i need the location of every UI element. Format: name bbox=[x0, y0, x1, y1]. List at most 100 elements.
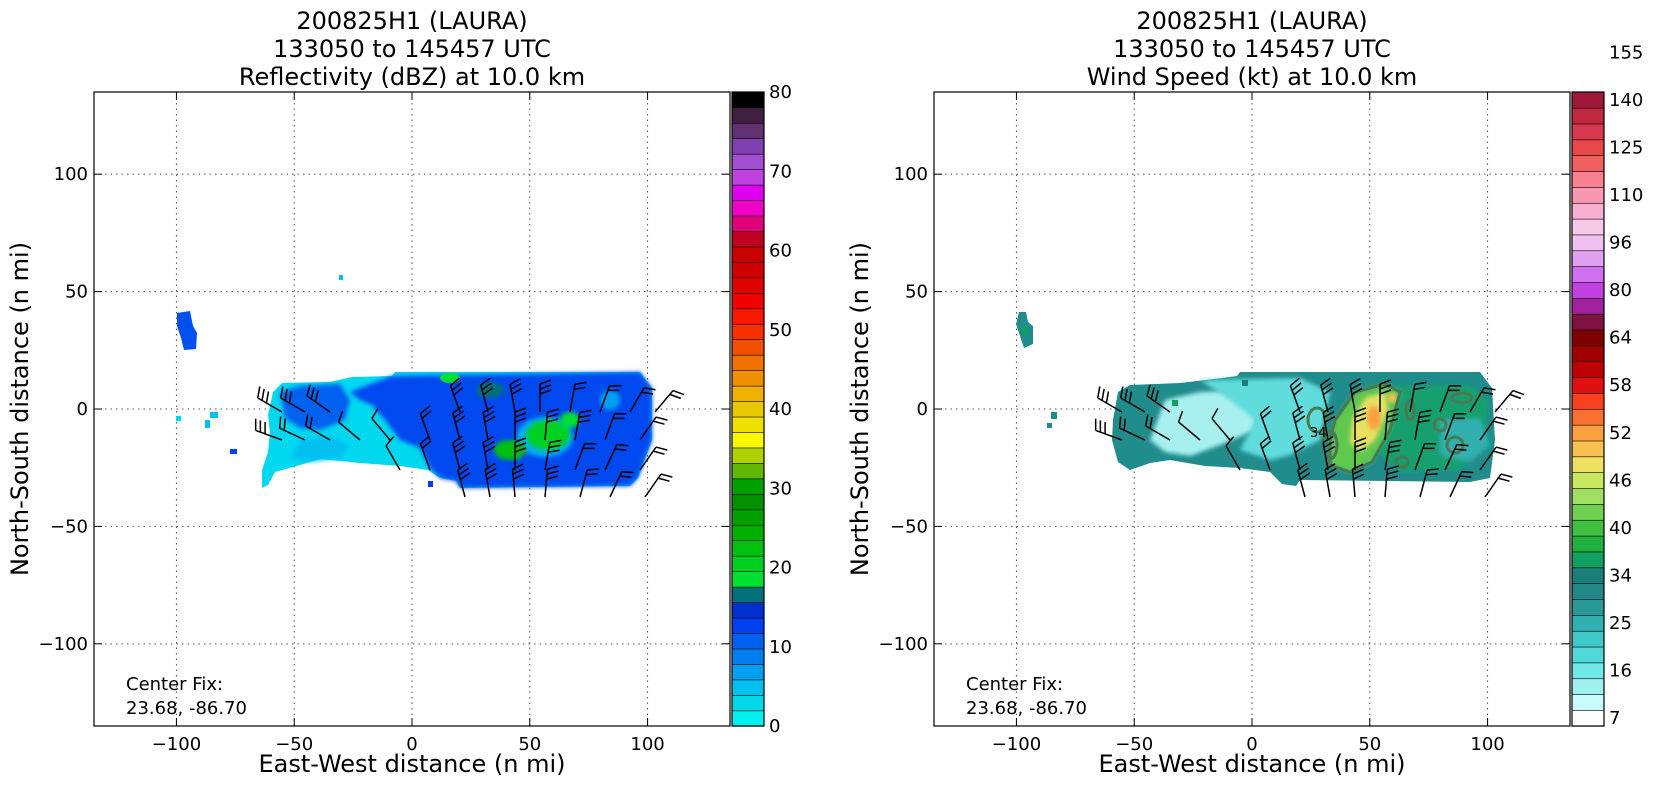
reflectivity-band-cyan-west bbox=[290, 436, 350, 462]
reflectivity-colorbar-bin bbox=[731, 138, 765, 155]
wind-speed-panel: 200825H1 (LAURA) 133050 to 145457 UTC Wi… bbox=[846, 7, 1643, 778]
wind-barb bbox=[1322, 435, 1336, 471]
wind-barb bbox=[449, 377, 464, 413]
wind-barb bbox=[1484, 473, 1513, 498]
wind-colorbar-label: 110 bbox=[1609, 185, 1643, 206]
wind-barb bbox=[574, 442, 597, 471]
wind-colorbar-bin bbox=[1571, 583, 1605, 600]
wind-colorbar-label: 155 bbox=[1609, 42, 1643, 63]
wind-barb bbox=[1409, 381, 1427, 413]
wind-barb bbox=[1177, 410, 1201, 441]
wind-center-fix-label: Center Fix: bbox=[966, 674, 1063, 695]
wind-barb bbox=[306, 384, 331, 413]
reflectivity-colorbar-bin bbox=[731, 679, 765, 696]
wind-colorbar-bin bbox=[1571, 313, 1605, 331]
reflectivity-colorbar-bin bbox=[731, 617, 765, 634]
reflectivity-core-4 bbox=[560, 412, 580, 428]
wind-barb bbox=[1320, 377, 1334, 413]
wind-colorbar-bin bbox=[1571, 266, 1605, 283]
reflectivity-colorbar-bin bbox=[731, 632, 765, 650]
reflectivity-gridlines bbox=[94, 92, 730, 726]
wind-barb bbox=[609, 470, 634, 498]
wind-xlabel: East-West distance (n mi) bbox=[1098, 750, 1405, 778]
wind-barb bbox=[452, 435, 466, 471]
wind-barb bbox=[604, 443, 629, 471]
wind-title-line-3: Wind Speed (kt) at 10.0 km bbox=[1087, 63, 1418, 91]
wind-barb bbox=[1349, 377, 1363, 413]
wind-colorbar-bin bbox=[1571, 329, 1605, 347]
reflectivity-colorbar-bin bbox=[731, 215, 765, 232]
wind-colorbar-bin bbox=[1571, 392, 1605, 410]
wind-barb bbox=[337, 410, 361, 441]
wind-wind-barbs bbox=[1094, 377, 1525, 498]
wind-colorbar-bin bbox=[1571, 361, 1605, 378]
reflectivity-colorbar-bin bbox=[731, 493, 765, 511]
wind-xtick-label: 50 bbox=[1358, 734, 1381, 755]
reflectivity-colorbar-bin bbox=[731, 323, 765, 341]
reflectivity-colorbar-bin bbox=[731, 462, 765, 480]
wind-ylabel: North-South distance (n mi) bbox=[846, 242, 874, 576]
wind-colorbar-bin bbox=[1571, 424, 1605, 442]
reflectivity-colorbar-bin bbox=[731, 122, 765, 139]
wind-colorbar-label: 25 bbox=[1609, 613, 1632, 634]
wind-barb bbox=[1469, 387, 1496, 413]
wind-barb bbox=[1439, 384, 1462, 413]
wind-barb bbox=[1354, 407, 1367, 440]
wind-barb bbox=[604, 412, 627, 441]
wind-colorbar-label: 16 bbox=[1609, 661, 1632, 682]
reflectivity-band-blue-west bbox=[280, 384, 350, 430]
wind-barb bbox=[1384, 465, 1399, 498]
wind-colorbar-bin bbox=[1571, 614, 1605, 632]
wind-colorbar-bin bbox=[1571, 630, 1605, 648]
wind-echo-1 bbox=[1051, 412, 1057, 419]
wind-contour-label: 34 bbox=[1310, 426, 1327, 441]
wind-echo-4 bbox=[1172, 400, 1178, 406]
wind-colorbar-bin bbox=[1571, 281, 1605, 299]
wind-colorbar-bin bbox=[1571, 234, 1605, 252]
reflectivity-xtick-label: −100 bbox=[152, 734, 201, 755]
wind-nw-cell-core bbox=[1022, 325, 1027, 335]
wind-barb bbox=[1297, 462, 1311, 498]
reflectivity-colorbar-bin bbox=[731, 447, 765, 464]
wind-barb bbox=[539, 379, 552, 412]
wind-barb bbox=[484, 462, 498, 498]
wind-colorbar-bin bbox=[1571, 567, 1605, 584]
wind-ytick-label: 0 bbox=[917, 399, 928, 420]
wind-barb bbox=[1384, 408, 1399, 441]
reflectivity-colorbar-bin bbox=[731, 663, 765, 681]
wind-barb bbox=[1145, 414, 1171, 441]
wind-barb bbox=[639, 446, 668, 471]
wind-barb bbox=[1354, 437, 1367, 470]
reflectivity-colorbar-bin bbox=[731, 199, 765, 217]
reflectivity-colorbar-bin bbox=[731, 571, 765, 588]
wind-barb bbox=[514, 437, 527, 470]
wind-barb bbox=[1259, 405, 1272, 441]
wind-barb bbox=[482, 405, 496, 441]
wind-echo-2 bbox=[1047, 423, 1052, 428]
wind-colorbar-bin bbox=[1571, 170, 1605, 188]
reflectivity-colorbar-bin bbox=[731, 540, 765, 557]
reflectivity-colorbar-bin bbox=[731, 648, 765, 665]
wind-jet-orange bbox=[1367, 406, 1381, 430]
reflectivity-xtick-label: 0 bbox=[406, 734, 417, 755]
wind-barb bbox=[1292, 405, 1306, 441]
reflectivity-colorbar-bin bbox=[731, 277, 765, 294]
reflectivity-ytick-label: −50 bbox=[50, 516, 88, 537]
reflectivity-echo-1 bbox=[339, 275, 343, 280]
wind-colorbar-label: 140 bbox=[1609, 90, 1643, 111]
wind-colorbar-bin bbox=[1571, 519, 1605, 537]
reflectivity-echo-6 bbox=[428, 481, 433, 487]
reflectivity-colorbar-bin bbox=[731, 694, 765, 712]
reflectivity-colorbar-frame bbox=[731, 91, 765, 727]
wind-gridlines bbox=[934, 92, 1570, 726]
reflectivity-colorbar-bin bbox=[731, 400, 765, 418]
wind-colorbar-bin bbox=[1571, 376, 1605, 394]
wind-barb bbox=[644, 473, 673, 498]
wind-barb bbox=[1211, 408, 1231, 441]
wind-colorbar-label: 52 bbox=[1609, 423, 1632, 444]
wind-xtick-label: 100 bbox=[1470, 734, 1504, 755]
wind-colorbar-bin bbox=[1571, 646, 1605, 664]
reflectivity-ytick-label: 50 bbox=[65, 282, 88, 303]
reflectivity-colorbar-bin bbox=[731, 524, 765, 542]
